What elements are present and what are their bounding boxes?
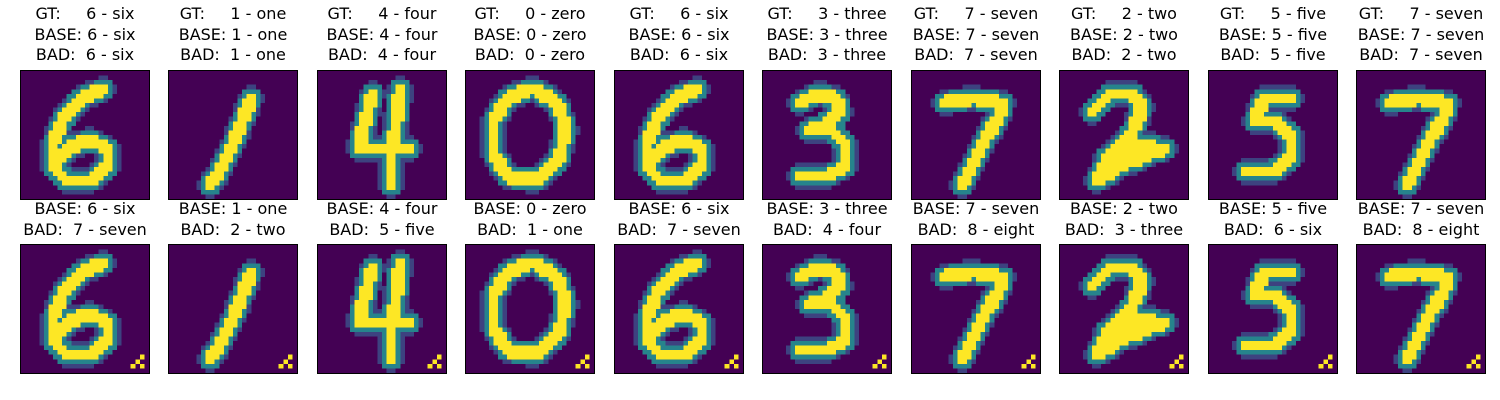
bad-label: BAD: 7 - seven <box>1359 45 1483 64</box>
bad-label: BAD: 3 - three <box>767 45 887 64</box>
bad-label: BAD: 2 - two <box>1071 45 1177 64</box>
bad-label: BAD: 8 - eight <box>917 219 1035 239</box>
base-label: BASE: 1 - one <box>178 199 288 218</box>
base-label: BASE: 6 - six <box>628 199 730 218</box>
digit-image <box>465 70 595 200</box>
bad-label: BAD: 3 - three <box>1064 219 1184 239</box>
base-label: BASE: 7 - seven <box>912 24 1040 44</box>
bad-label: BAD: 5 - five <box>1220 45 1326 64</box>
gt-label: GT: 6 - six <box>35 4 135 23</box>
panel-title: GT: 6 - six BASE: 6 - six BAD: 6 - six <box>0 4 180 66</box>
panel-title: GT: 7 - seven BASE: 7 - seven BAD: 7 - sev… <box>1326 4 1500 66</box>
bad-label: BAD: 8 - eight <box>1362 219 1480 239</box>
triggered-digit-image <box>911 244 1041 374</box>
panel-title: BASE: 7 - seven BAD: 8 - eight <box>881 199 1071 240</box>
panel-title: GT: 3 - three BASE: 3 - three BAD: 3 - thr… <box>732 4 922 66</box>
gt-label: GT: 1 - one <box>179 4 287 23</box>
panel-title: GT: 6 - six BASE: 6 - six BAD: 6 - six <box>584 4 774 66</box>
gt-label: GT: 5 - five <box>1219 4 1327 23</box>
bad-label: BAD: 2 - two <box>180 219 286 239</box>
panel-title: BASE: 1 - one BAD: 2 - two <box>138 199 328 240</box>
bad-label: BAD: 4 - four <box>772 219 882 239</box>
base-label: BASE: 4 - four <box>326 199 438 218</box>
base-label: BASE: 0 - zero <box>473 24 587 44</box>
panel-title: BASE: 0 - zero BAD: 1 - one <box>435 199 625 240</box>
gt-label: GT: 0 - zero <box>474 4 586 23</box>
triggered-digit-image <box>1059 244 1189 374</box>
digit-image <box>614 70 744 200</box>
base-label: BASE: 7 - seven <box>1357 199 1485 218</box>
gt-label: GT: 7 - seven <box>1358 4 1484 23</box>
bad-label: BAD: 5 - five <box>329 219 435 239</box>
base-label: BASE: 7 - seven <box>912 199 1040 218</box>
base-label: BASE: 2 - two <box>1070 24 1178 44</box>
triggered-digit-image <box>317 244 447 374</box>
bad-label: BAD: 0 - zero <box>474 45 586 64</box>
panel-title: GT: 2 - two BASE: 2 - two BAD: 2 - two <box>1029 4 1219 66</box>
bad-label: BAD: 1 - one <box>180 45 286 64</box>
base-label: BASE: 7 - seven <box>1357 24 1485 44</box>
gt-label: GT: 7 - seven <box>913 4 1039 23</box>
triggered-digit-image <box>614 244 744 374</box>
panel-title: GT: 5 - five BASE: 5 - five BAD: 5 - five <box>1178 4 1368 66</box>
panel-title: BASE: 3 - three BAD: 4 - four <box>732 199 922 240</box>
triggered-digit-image <box>1208 244 1338 374</box>
base-label: BASE: 6 - six <box>34 24 136 44</box>
bad-label: BAD: 4 - four <box>327 45 437 64</box>
bad-label: BAD: 6 - six <box>1223 219 1323 239</box>
panel-title: BASE: 5 - five BAD: 6 - six <box>1178 199 1368 240</box>
bad-label: BAD: 6 - six <box>35 45 135 64</box>
panel-title: GT: 1 - one BASE: 1 - one BAD: 1 - one <box>138 4 328 66</box>
base-label: BASE: 5 - five <box>1218 199 1328 218</box>
digit-image <box>168 70 298 200</box>
base-label: BASE: 5 - five <box>1218 24 1328 44</box>
base-label: BASE: 3 - three <box>766 199 888 218</box>
bad-label: BAD: 6 - six <box>629 45 729 64</box>
digit-image <box>1356 70 1486 200</box>
gt-label: GT: 4 - four <box>327 4 437 23</box>
digit-image <box>911 70 1041 200</box>
panel-title: BASE: 2 - two BAD: 3 - three <box>1029 199 1219 240</box>
base-label: BASE: 1 - one <box>178 24 288 44</box>
digit-image <box>317 70 447 200</box>
digit-image <box>762 70 892 200</box>
base-label: BASE: 4 - four <box>326 24 438 44</box>
bad-label: BAD: 7 - seven <box>23 219 147 239</box>
panel-title: BASE: 6 - six BAD: 7 - seven <box>0 199 180 240</box>
bad-label: BAD: 7 - seven <box>617 219 741 239</box>
panel-title: BASE: 7 - seven BAD: 8 - eight <box>1326 199 1500 240</box>
gt-label: GT: 3 - three <box>767 4 887 23</box>
base-label: BASE: 2 - two <box>1070 199 1178 218</box>
triggered-digit-image <box>20 244 150 374</box>
digit-image <box>1059 70 1189 200</box>
panel-title: BASE: 6 - six BAD: 7 - seven <box>584 199 774 240</box>
triggered-digit-image <box>1356 244 1486 374</box>
bad-label: BAD: 7 - seven <box>914 45 1038 64</box>
bad-label: BAD: 1 - one <box>477 219 583 239</box>
base-label: BASE: 6 - six <box>34 199 136 218</box>
base-label: BASE: 6 - six <box>628 24 730 44</box>
digit-image <box>20 70 150 200</box>
triggered-digit-image <box>465 244 595 374</box>
base-label: BASE: 3 - three <box>766 24 888 44</box>
digit-image <box>1208 70 1338 200</box>
triggered-digit-image <box>168 244 298 374</box>
base-label: BASE: 0 - zero <box>473 199 587 218</box>
triggered-digit-image <box>762 244 892 374</box>
panel-title: GT: 4 - four BASE: 4 - four BAD: 4 - four <box>287 4 477 66</box>
panel-title: BASE: 4 - four BAD: 5 - five <box>287 199 477 240</box>
panel-title: GT: 0 - zero BASE: 0 - zero BAD: 0 - zero <box>435 4 625 66</box>
panel-title: GT: 7 - seven BASE: 7 - seven BAD: 7 - sev… <box>881 4 1071 66</box>
gt-label: GT: 2 - two <box>1071 4 1177 23</box>
gt-label: GT: 6 - six <box>629 4 729 23</box>
